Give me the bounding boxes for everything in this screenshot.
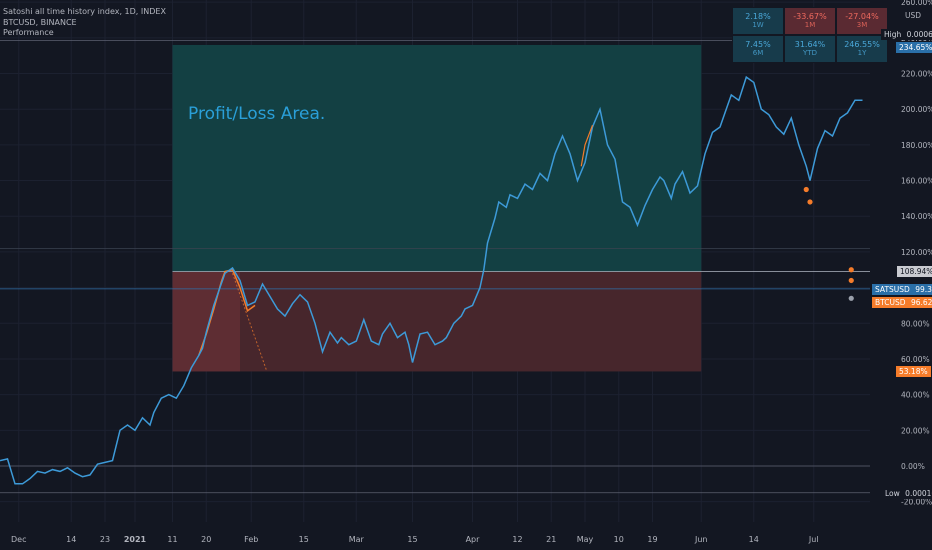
chart-legend: Satoshi all time history index, 1D, INDE… xyxy=(3,7,166,39)
satsusd-label: SATSUSD xyxy=(875,285,910,294)
x-tick-label: Mar xyxy=(349,535,365,544)
x-tick-label: 10 xyxy=(614,535,624,544)
legend-symbol: BTCUSD, BINANCE xyxy=(3,17,77,27)
x-tick-label: 15 xyxy=(407,535,417,544)
x-tick-label: Jun xyxy=(694,535,708,544)
perf-cell: 7.45% 6M xyxy=(732,35,784,63)
x-tick-label: Apr xyxy=(466,535,481,544)
perf-cell: -33.67% 1M xyxy=(784,7,836,35)
perf-period: 3M xyxy=(856,21,868,29)
perf-value: -27.04% xyxy=(845,12,879,21)
y-tick-label: 160.00% xyxy=(901,177,932,186)
y-axis: 260.00%240.00%220.00%200.00%180.00%160.0… xyxy=(901,0,932,507)
profit-loss-annotation: Profit/Loss Area. xyxy=(188,104,326,124)
x-tick-label: 11 xyxy=(167,535,177,544)
y-tick-label: 260.00% xyxy=(901,0,932,7)
top-tag: 234.65% xyxy=(896,42,932,53)
low-value: 0.00016210 xyxy=(905,489,932,498)
low-label: Low xyxy=(885,489,900,498)
perf-value: 7.45% xyxy=(745,40,771,49)
perf-value: 246.55% xyxy=(844,40,880,49)
sats-marker xyxy=(848,295,854,301)
y-tick-label: 120.00% xyxy=(901,248,932,257)
perf-value: -33.67% xyxy=(793,12,827,21)
x-tick-label: 2021 xyxy=(124,535,147,544)
y-tick-label: 180.00% xyxy=(901,141,932,150)
x-tick-label: 21 xyxy=(546,535,556,544)
btcusd-value: 96.62% xyxy=(910,298,932,307)
satsusd-tag: SATSUSD 99.30% xyxy=(872,284,932,295)
high-value: 0.00064899 xyxy=(906,30,932,39)
currency-label: USD xyxy=(905,11,922,20)
btc-marker xyxy=(803,186,809,193)
entry-tag: 108.94% xyxy=(897,266,932,277)
y-tick-label: 80.00% xyxy=(901,319,930,328)
high-tag: High 0.00064899 xyxy=(881,29,932,40)
x-tick-label: Jul xyxy=(808,535,819,544)
loss-area xyxy=(172,271,702,372)
perf-period: 1Y xyxy=(857,49,867,57)
perf-cell: 31.64% YTD xyxy=(784,35,836,63)
markers-group xyxy=(803,186,854,301)
y-tick-label: 220.00% xyxy=(901,70,932,79)
btcusd-label: BTCUSD xyxy=(875,298,906,307)
high-label: High xyxy=(884,30,902,39)
satsusd-value: 99.30% xyxy=(915,285,932,294)
series-group xyxy=(0,75,863,485)
loss-shade xyxy=(172,271,240,372)
x-tick-label: 20 xyxy=(201,535,211,544)
y-tick-label: 60.00% xyxy=(901,355,930,364)
perf-value: 2.18% xyxy=(745,12,771,21)
perf-cell: 2.18% 1W xyxy=(732,7,784,35)
btcusd-tag: BTCUSD 96.62% xyxy=(872,297,932,308)
btc-marker xyxy=(848,267,854,273)
x-tick-label: 14 xyxy=(66,535,76,544)
x-tick-label: 15 xyxy=(299,535,309,544)
profit-area xyxy=(172,44,702,272)
x-tick-label: May xyxy=(577,535,594,544)
y-tick-label: -20.00% xyxy=(901,498,932,507)
x-tick-label: 14 xyxy=(749,535,759,544)
trend-dashed-line xyxy=(232,273,267,370)
x-tick-label: 12 xyxy=(512,535,522,544)
perf-cell: 246.55% 1Y xyxy=(836,35,888,63)
legend-title: Satoshi all time history index, 1D, INDE… xyxy=(3,7,166,16)
y-tick-label: 140.00% xyxy=(901,212,932,221)
perf-period: 1W xyxy=(752,21,764,29)
btc-marker xyxy=(807,199,813,205)
y-tick-label: 0.00% xyxy=(901,462,925,471)
y-tick-label: 40.00% xyxy=(901,391,930,400)
stop-tag: 53.18% xyxy=(896,366,931,377)
btc-marker xyxy=(848,277,854,284)
perf-period: YTD xyxy=(803,49,817,57)
perf-value: 31.64% xyxy=(794,40,826,49)
x-tick-label: Dec xyxy=(11,535,26,544)
x-tick-label: Feb xyxy=(244,535,258,544)
series-satsusd xyxy=(0,75,863,485)
perf-period: 6M xyxy=(752,49,764,57)
perf-period: 1M xyxy=(804,21,816,29)
y-tick-label: 200.00% xyxy=(901,105,932,114)
legend-indicator: Performance xyxy=(3,28,54,37)
x-tick-label: 19 xyxy=(647,535,657,544)
low-tag: Low 0.00016210 xyxy=(882,488,932,499)
series-btcusd-overlay xyxy=(580,125,594,167)
x-tick-label: 23 xyxy=(100,535,110,544)
y-tick-label: 20.00% xyxy=(901,426,930,435)
performance-table: 2.18% 1W -33.67% 1M -27.04% 3M 7.45% 6M 31.64% YT… xyxy=(732,7,888,91)
x-axis: Dec 14 23 2021 11 20 Feb 15 Mar 15 Apr 12 21 May 10 19 J… xyxy=(11,535,819,544)
perf-cell: -27.04% 3M xyxy=(836,7,888,35)
